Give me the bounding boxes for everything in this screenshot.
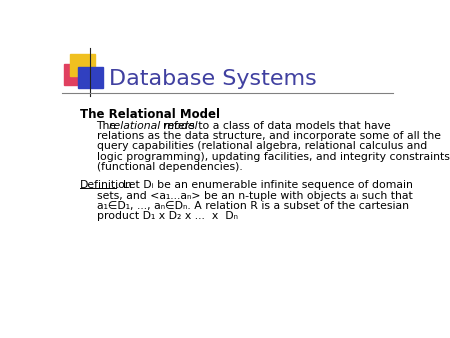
Text: Database Systems: Database Systems (109, 69, 317, 89)
Text: a₁∈D₁, ..., aₙ∈Dₙ. A relation R is a subset of the cartesian: a₁∈D₁, ..., aₙ∈Dₙ. A relation R is a sub… (97, 201, 409, 211)
Text: Definition: Definition (80, 180, 132, 190)
Text: . Let Dᵢ be an enumerable infinite sequence of domain: . Let Dᵢ be an enumerable infinite seque… (116, 180, 413, 190)
Text: The Relational Model: The Relational Model (80, 108, 220, 121)
Text: relations as the data structure, and incorporate some of all the: relations as the data structure, and inc… (97, 131, 441, 141)
Text: query capabilities (relational algebra, relational calculus and: query capabilities (relational algebra, … (97, 141, 427, 151)
Text: The: The (97, 121, 120, 131)
Text: sets, and <a₁...aₙ> be an n-tuple with objects aᵢ such that: sets, and <a₁...aₙ> be an n-tuple with o… (97, 191, 412, 201)
Text: logic programming), updating facilities, and integrity constraints: logic programming), updating facilities,… (97, 152, 450, 162)
Text: relational model: relational model (109, 121, 198, 131)
Bar (64, 64, 89, 85)
Text: refers to a class of data models that have: refers to a class of data models that ha… (163, 121, 391, 131)
Text: (functional dependencies).: (functional dependencies). (97, 162, 242, 172)
Bar (70, 54, 95, 76)
Bar (78, 67, 103, 88)
Text: product D₁ x D₂ x ...  x  Dₙ: product D₁ x D₂ x ... x Dₙ (97, 212, 238, 221)
